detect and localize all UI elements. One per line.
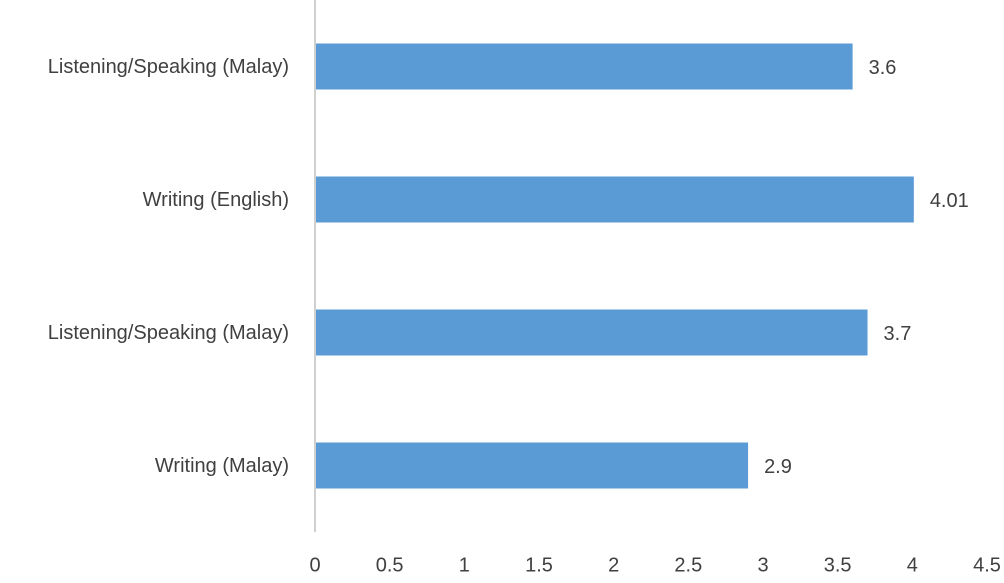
data-label: 2.9 [764, 456, 792, 478]
y-tick-label: Listening/Speaking (Malay) [48, 322, 289, 344]
bar [315, 176, 914, 223]
y-tick-label: Writing (Malay) [155, 455, 289, 477]
data-label: 4.01 [930, 190, 969, 212]
data-label: 3.6 [869, 57, 897, 79]
x-tick-label: 3.5 [824, 554, 852, 576]
x-tick-label: 3 [757, 554, 768, 576]
x-tick-label: 1 [459, 554, 470, 576]
bar [315, 309, 868, 356]
bar [315, 442, 749, 489]
x-tick-label: 4 [907, 554, 918, 576]
x-tick-label: 0 [309, 554, 320, 576]
x-tick-label: 4.5 [973, 554, 1001, 576]
x-tick-label: 2.5 [674, 554, 702, 576]
x-tick-label: 1.5 [525, 554, 553, 576]
x-tick-label: 0.5 [376, 554, 404, 576]
y-tick-label: Writing (English) [143, 189, 289, 211]
x-tick-label: 2 [608, 554, 619, 576]
bar [315, 43, 853, 90]
data-label: 3.7 [884, 323, 912, 345]
y-tick-label: Listening/Speaking (Malay) [48, 56, 289, 78]
